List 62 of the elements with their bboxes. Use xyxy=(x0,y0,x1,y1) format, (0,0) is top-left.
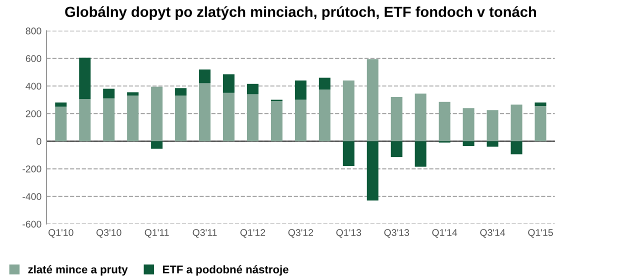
y-tick-label: 600 xyxy=(26,55,42,62)
bar xyxy=(127,92,139,96)
bar xyxy=(366,141,378,201)
bar xyxy=(366,59,378,142)
chart-title: Globálny dopyt po zlatých minciach, prútoch, ETF fondoch v tonách xyxy=(65,6,536,20)
bar xyxy=(270,101,282,142)
bar xyxy=(414,94,426,142)
bar xyxy=(462,141,474,146)
y-tick-label: 400 xyxy=(26,82,42,90)
bar xyxy=(127,96,139,142)
x-tick-label: Q1'13 xyxy=(336,229,362,238)
y-tick-label: 0 xyxy=(36,138,42,145)
bar xyxy=(318,89,330,142)
bar xyxy=(246,84,258,94)
bar xyxy=(486,141,498,147)
bar xyxy=(294,100,306,142)
bar xyxy=(414,141,426,167)
bar xyxy=(103,98,115,142)
y-tick-label: 200 xyxy=(26,110,42,118)
bar xyxy=(438,102,450,142)
bar xyxy=(55,106,67,142)
bar xyxy=(223,92,235,142)
y-tick-label: -600 xyxy=(22,220,42,228)
x-tick-label: Q3'10 xyxy=(96,229,122,238)
bar xyxy=(390,97,402,142)
bar xyxy=(390,141,402,158)
bar xyxy=(294,80,306,100)
x-tick-label: Q3'13 xyxy=(384,229,410,238)
bar xyxy=(151,141,163,149)
bar xyxy=(342,141,354,166)
bar xyxy=(199,83,211,142)
bar xyxy=(175,96,187,142)
x-tick-label: Q3'14 xyxy=(480,229,506,238)
legend-label: ETF a podobné nástroje xyxy=(162,265,288,276)
bar xyxy=(175,88,187,96)
bar xyxy=(199,69,211,84)
x-tick-label: Q3'12 xyxy=(288,229,314,238)
bar xyxy=(79,99,91,142)
bar xyxy=(79,58,91,100)
x-tick-label: Q1'12 xyxy=(240,229,266,238)
bar xyxy=(462,108,474,142)
bar xyxy=(151,86,163,142)
y-tick-label: -400 xyxy=(22,193,42,200)
bar xyxy=(510,104,522,142)
legend-label: zlaté mince a pruty xyxy=(28,265,128,276)
bar xyxy=(103,88,115,98)
x-tick-label: Q1'11 xyxy=(144,229,169,238)
bar xyxy=(246,94,258,142)
x-tick-label: Q1'14 xyxy=(432,229,458,238)
bar xyxy=(486,110,498,142)
bar xyxy=(342,80,354,142)
x-tick-label: Q1'15 xyxy=(528,229,553,238)
x-tick-label: Q3'11 xyxy=(192,229,217,238)
y-tick-label: -200 xyxy=(22,166,42,172)
bar xyxy=(223,74,235,93)
x-tick-label: Q1'10 xyxy=(48,229,74,238)
y-tick-label: 800 xyxy=(26,28,42,34)
bar xyxy=(510,141,522,154)
bar xyxy=(55,102,67,107)
bar xyxy=(318,78,330,90)
bar xyxy=(534,106,546,142)
bar xyxy=(534,102,546,106)
